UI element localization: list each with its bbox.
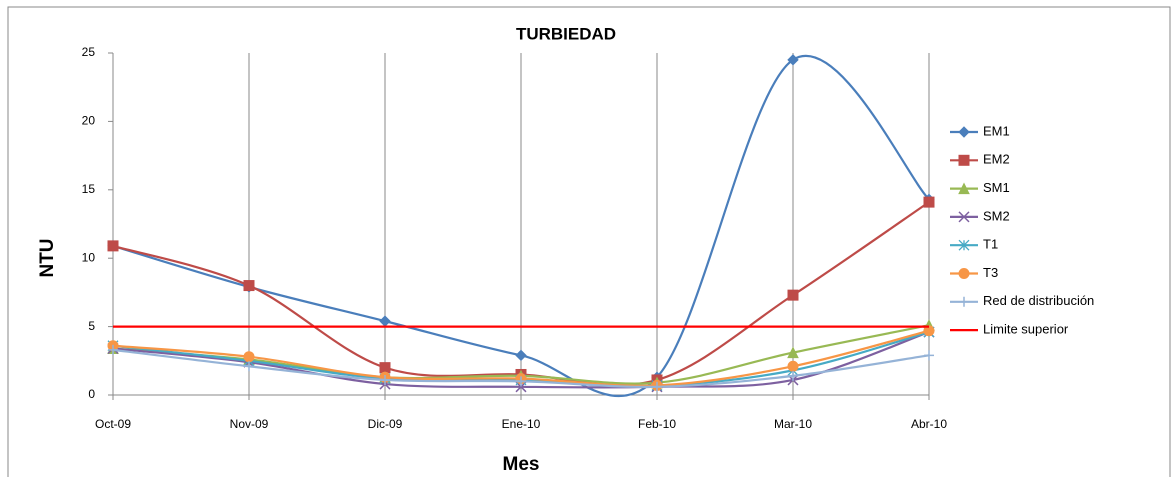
legend-label: EM1 xyxy=(983,123,1010,138)
marker xyxy=(958,211,970,223)
marker xyxy=(958,182,970,195)
x-axis-title: Mes xyxy=(503,454,540,475)
legend-label: SM2 xyxy=(983,208,1010,223)
x-tick-label: Mar-10 xyxy=(774,417,812,431)
marker xyxy=(924,350,934,361)
marker xyxy=(380,374,390,385)
legend-label: T1 xyxy=(983,237,998,252)
marker xyxy=(787,289,799,301)
y-tick-label: 10 xyxy=(82,250,96,264)
marker xyxy=(108,344,118,355)
marker xyxy=(243,351,255,363)
marker xyxy=(516,376,526,387)
y-tick-label: 20 xyxy=(82,114,96,128)
marker xyxy=(958,126,970,138)
y-tick-label: 15 xyxy=(82,182,96,196)
marker xyxy=(958,239,970,251)
marker xyxy=(958,154,970,166)
x-tick-label: Feb-10 xyxy=(638,417,676,431)
legend-label: EM2 xyxy=(983,152,1010,167)
marker xyxy=(787,346,799,359)
y-tick-label: 0 xyxy=(88,387,95,401)
x-tick-label: Nov-09 xyxy=(230,417,269,431)
x-tick-label: Abr-10 xyxy=(911,417,947,431)
chart-frame xyxy=(7,6,1171,477)
marker xyxy=(243,280,255,292)
marker xyxy=(515,349,527,362)
y-tick-label: 5 xyxy=(88,319,95,333)
x-tick-label: Dic-09 xyxy=(368,417,403,431)
x-tick-label: Oct-09 xyxy=(95,417,131,431)
marker xyxy=(107,240,119,252)
marker xyxy=(787,360,799,372)
marker xyxy=(787,54,799,66)
marker xyxy=(244,361,254,372)
legend-label: Red de distribución xyxy=(983,293,1094,308)
legend-label: T3 xyxy=(983,265,998,280)
legend-label: SM1 xyxy=(983,180,1010,195)
marker xyxy=(923,196,935,208)
marker xyxy=(958,268,970,279)
legend-label: Limite superior xyxy=(983,322,1069,337)
y-tick-label: 25 xyxy=(82,45,96,59)
marker xyxy=(652,381,662,392)
x-tick-label: Ene-10 xyxy=(502,417,541,431)
marker xyxy=(788,370,798,381)
marker xyxy=(959,296,969,307)
y-axis-title: NTU xyxy=(37,238,58,277)
chart-title: TURBIEDAD xyxy=(516,24,616,43)
